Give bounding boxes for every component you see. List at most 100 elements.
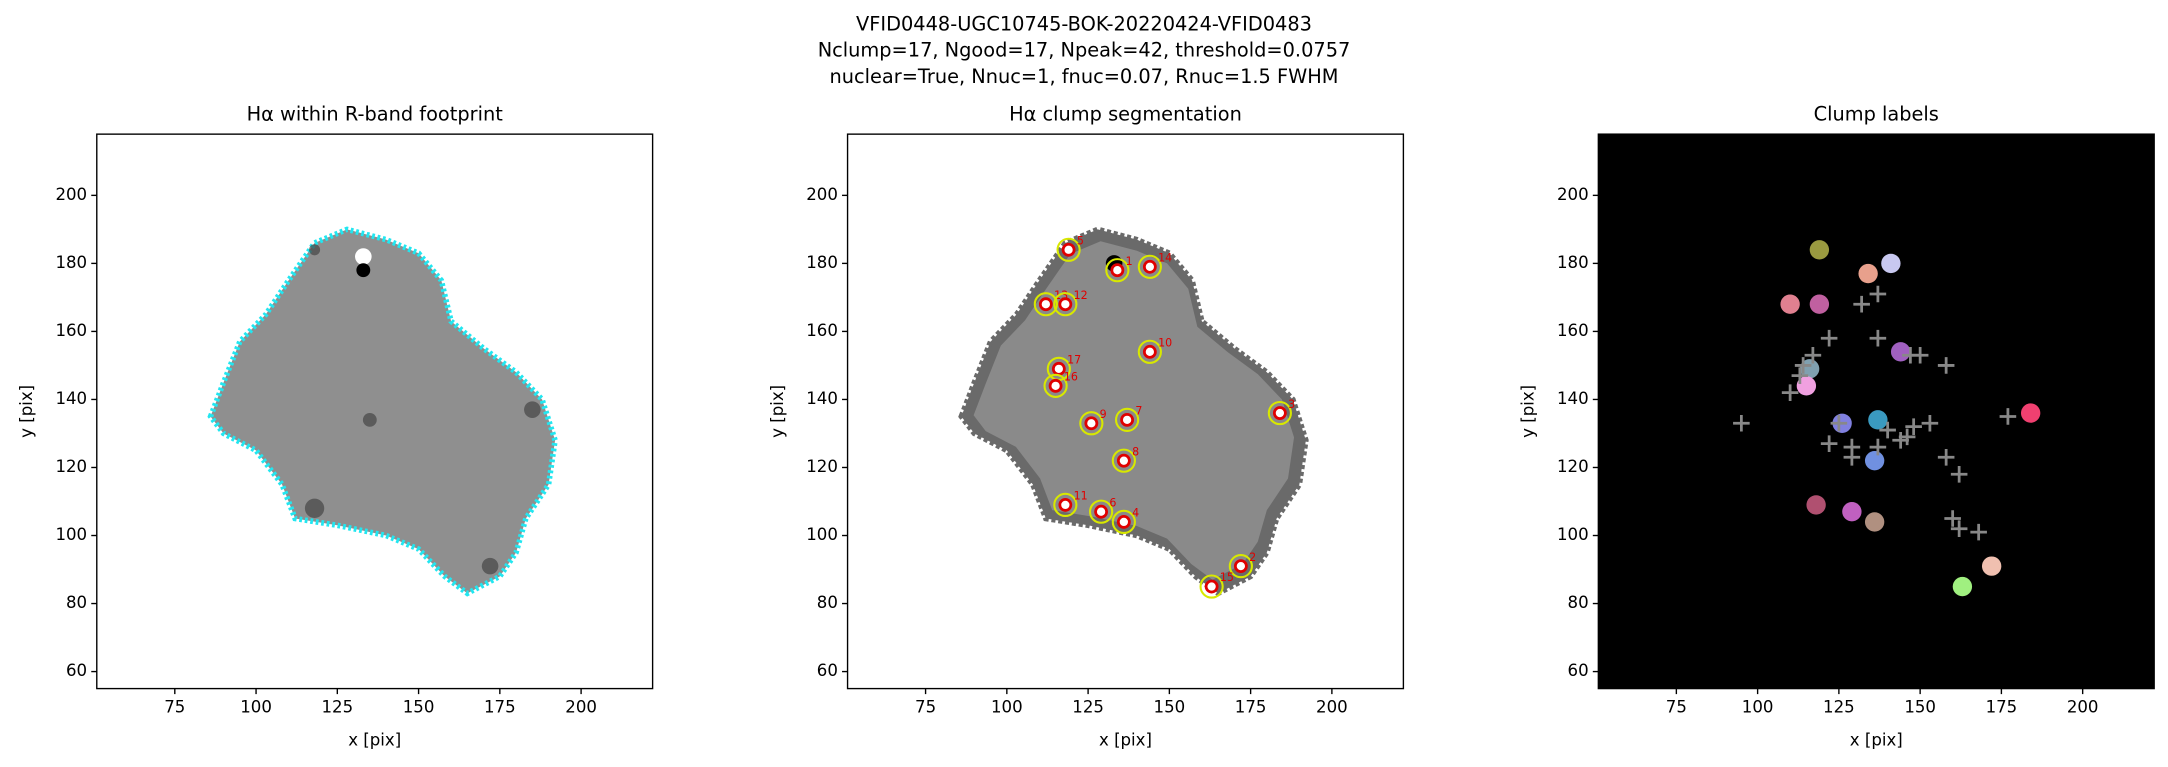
y-tick-label: 160 [55, 321, 87, 340]
clump-contour [1111, 448, 1136, 473]
clump-region [1858, 263, 1878, 284]
peak-marker [1853, 295, 1870, 313]
clump [1058, 297, 1073, 312]
clump [1116, 453, 1131, 468]
x-tick-label: 100 [1742, 697, 1774, 716]
clump-region [1981, 556, 2002, 576]
clump-region [1842, 502, 1862, 522]
clump-label: 10 [1158, 337, 1172, 350]
dark-spot [304, 498, 325, 518]
x-axis-label: x [pix] [1850, 731, 1903, 750]
y-tick-label: 160 [806, 321, 838, 340]
clump-label: 9 [1100, 408, 1107, 421]
clump-label: 7 [1135, 405, 1142, 418]
clump-contour [1089, 499, 1114, 524]
clump-label: 14 [1158, 252, 1172, 265]
clump [1110, 263, 1125, 278]
y-tick-label: 120 [55, 457, 87, 476]
clump-region [1809, 240, 1830, 260]
clump-label: 2 [1249, 551, 1256, 564]
clump-contour [1137, 339, 1162, 364]
clump-region [1796, 376, 1817, 396]
clump [1084, 416, 1099, 431]
clump-label: 3 [1288, 398, 1295, 411]
clump-contour [1111, 509, 1136, 535]
plot-area [1598, 134, 2155, 689]
x-tick-label: 125 [321, 697, 353, 716]
axes-frame [846, 133, 1405, 690]
x-tick-label: 150 [1154, 697, 1186, 716]
peak-marker [1869, 329, 1887, 347]
y-axis-label: y [pix] [1519, 385, 1538, 438]
bright-spot [355, 248, 372, 265]
clump [1120, 412, 1135, 427]
x-tick-label: 100 [991, 697, 1023, 716]
clump-region [1952, 576, 1973, 597]
clump-contour [1053, 492, 1078, 517]
peak-marker [1869, 438, 1887, 456]
x-tick-label: 150 [403, 697, 435, 716]
clump [1048, 378, 1063, 393]
figure-title: VFID0448-UGC10745-BOK-20220424-VFID0483 [856, 12, 1312, 35]
clump [1272, 406, 1287, 420]
peak-marker [1921, 414, 1939, 432]
x-axis-label: x [pix] [348, 731, 401, 750]
clump-contour [1053, 292, 1078, 317]
y-tick-label: 60 [66, 661, 87, 680]
peak-marker [1869, 285, 1887, 303]
y-tick-label: 180 [806, 253, 838, 272]
clump-region [1799, 359, 1820, 379]
peak-marker [1937, 357, 1955, 374]
x-tick-label: 175 [1235, 697, 1267, 716]
y-tick-label: 80 [817, 593, 838, 612]
clump-contour [1105, 258, 1130, 283]
y-axis-label: y [pix] [17, 385, 36, 438]
x-tick-label: 75 [915, 697, 936, 716]
clump [1204, 579, 1219, 594]
clump-label: 5 [1077, 234, 1084, 247]
clump-region [1868, 410, 1888, 430]
clump-contour [1267, 400, 1292, 426]
peak-marker [1820, 329, 1838, 347]
clump-label: 6 [1109, 496, 1116, 509]
x-tick-label: 200 [565, 697, 597, 716]
peak-marker [1911, 346, 1929, 364]
clump-contour [1033, 292, 1058, 317]
clump-region [2020, 403, 2041, 423]
x-tick-label: 75 [1666, 697, 1687, 716]
clump-region [1806, 495, 1826, 515]
x-tick-label: 200 [1316, 697, 1348, 716]
clump [1038, 297, 1053, 312]
clump [1051, 361, 1066, 376]
y-axis-label: y [pix] [768, 385, 787, 438]
axes-frame [96, 133, 654, 690]
clump [1094, 504, 1109, 519]
clump-region [1881, 253, 1901, 274]
peak-marker [1937, 448, 1955, 466]
clump-region [1809, 294, 1830, 314]
x-tick-label: 175 [1986, 697, 2018, 716]
y-tick-label: 60 [817, 661, 838, 680]
y-tick-label: 80 [1568, 593, 1589, 612]
y-tick-label: 100 [55, 525, 87, 544]
peak-marker [1944, 510, 1961, 527]
x-tick-label: 175 [484, 697, 516, 716]
peak-marker [1781, 384, 1799, 401]
panel-title: Clump labels [1814, 102, 1939, 125]
figure-title: Nclump=17, Ngood=17, Npeak=42, threshold… [818, 39, 1351, 62]
clump-label: 15 [1220, 571, 1234, 584]
clump-label: 12 [1074, 289, 1088, 302]
peak-marker [1970, 523, 1987, 541]
dark-spot [362, 412, 377, 427]
y-tick-label: 120 [806, 457, 838, 476]
clump-contour [1056, 237, 1081, 262]
axes-frame [1597, 133, 2155, 690]
clump-region [1864, 451, 1885, 471]
clump-contour [1199, 574, 1224, 599]
clump-region [1780, 294, 1800, 314]
clump [1116, 514, 1131, 529]
clump-contour [1137, 254, 1162, 279]
x-axis-label: x [pix] [1099, 731, 1152, 750]
y-tick-label: 80 [66, 593, 87, 612]
